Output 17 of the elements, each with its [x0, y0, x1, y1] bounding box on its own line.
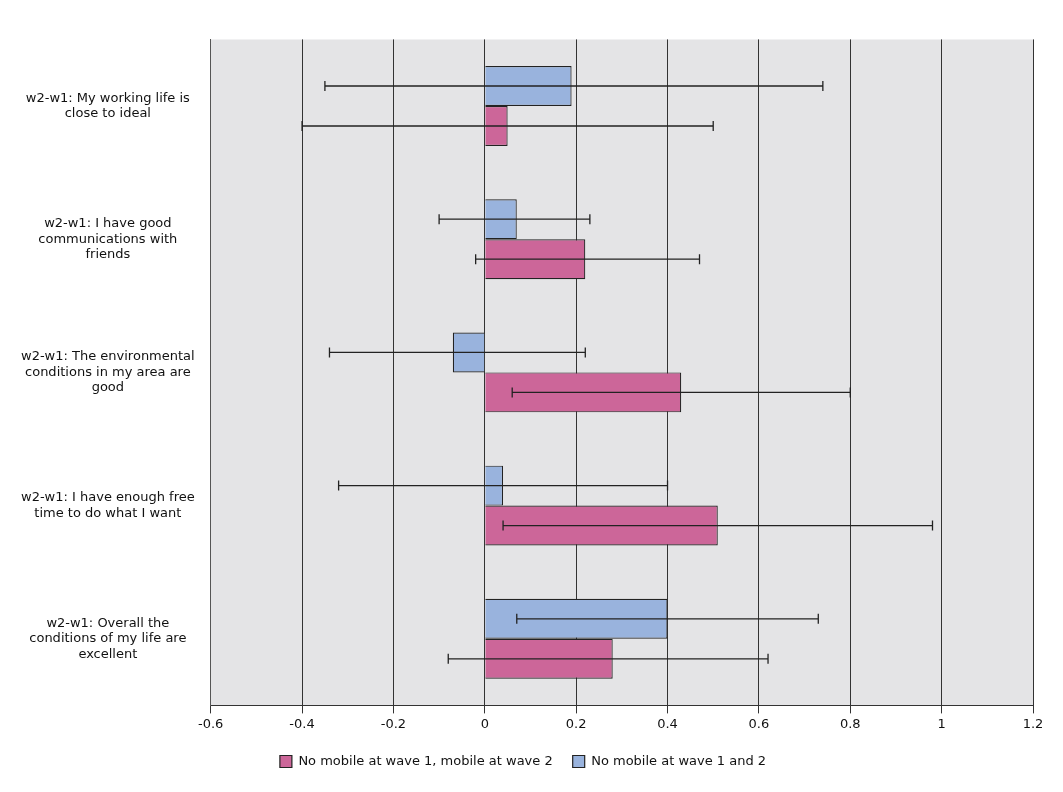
legend-label: No mobile at wave 1 and 2 — [591, 752, 767, 768]
y-tick-label: w2-w1: The environmental conditions in my area are good — [20, 348, 195, 395]
x-tick-label: 0.2 — [565, 715, 587, 731]
y-tick-label: w2-w1: My working life is close to ideal — [25, 89, 191, 121]
x-tick-label: 0 — [480, 715, 489, 731]
x-tick-label: -0.2 — [380, 715, 407, 731]
x-tick-label: 1.2 — [1022, 715, 1044, 731]
legend-label: No mobile at wave 1, mobile at wave 2 — [298, 752, 553, 768]
y-tick-label: w2-w1: I have good communications with friends — [38, 214, 178, 262]
x-tick-label: 0.4 — [657, 715, 678, 731]
x-tick-label: -0.4 — [289, 715, 315, 731]
y-tick-label: w2-w1: Overall the conditions of my life are excellent — [29, 614, 187, 661]
x-tick-label: 0.8 — [839, 715, 861, 731]
x-tick-label: 1 — [937, 715, 946, 731]
x-tick-label: -0.6 — [198, 715, 224, 731]
x-tick-label: 0.6 — [748, 715, 770, 731]
y-tick-label: w2-w1: I have enough free time to do what I want — [20, 489, 195, 520]
